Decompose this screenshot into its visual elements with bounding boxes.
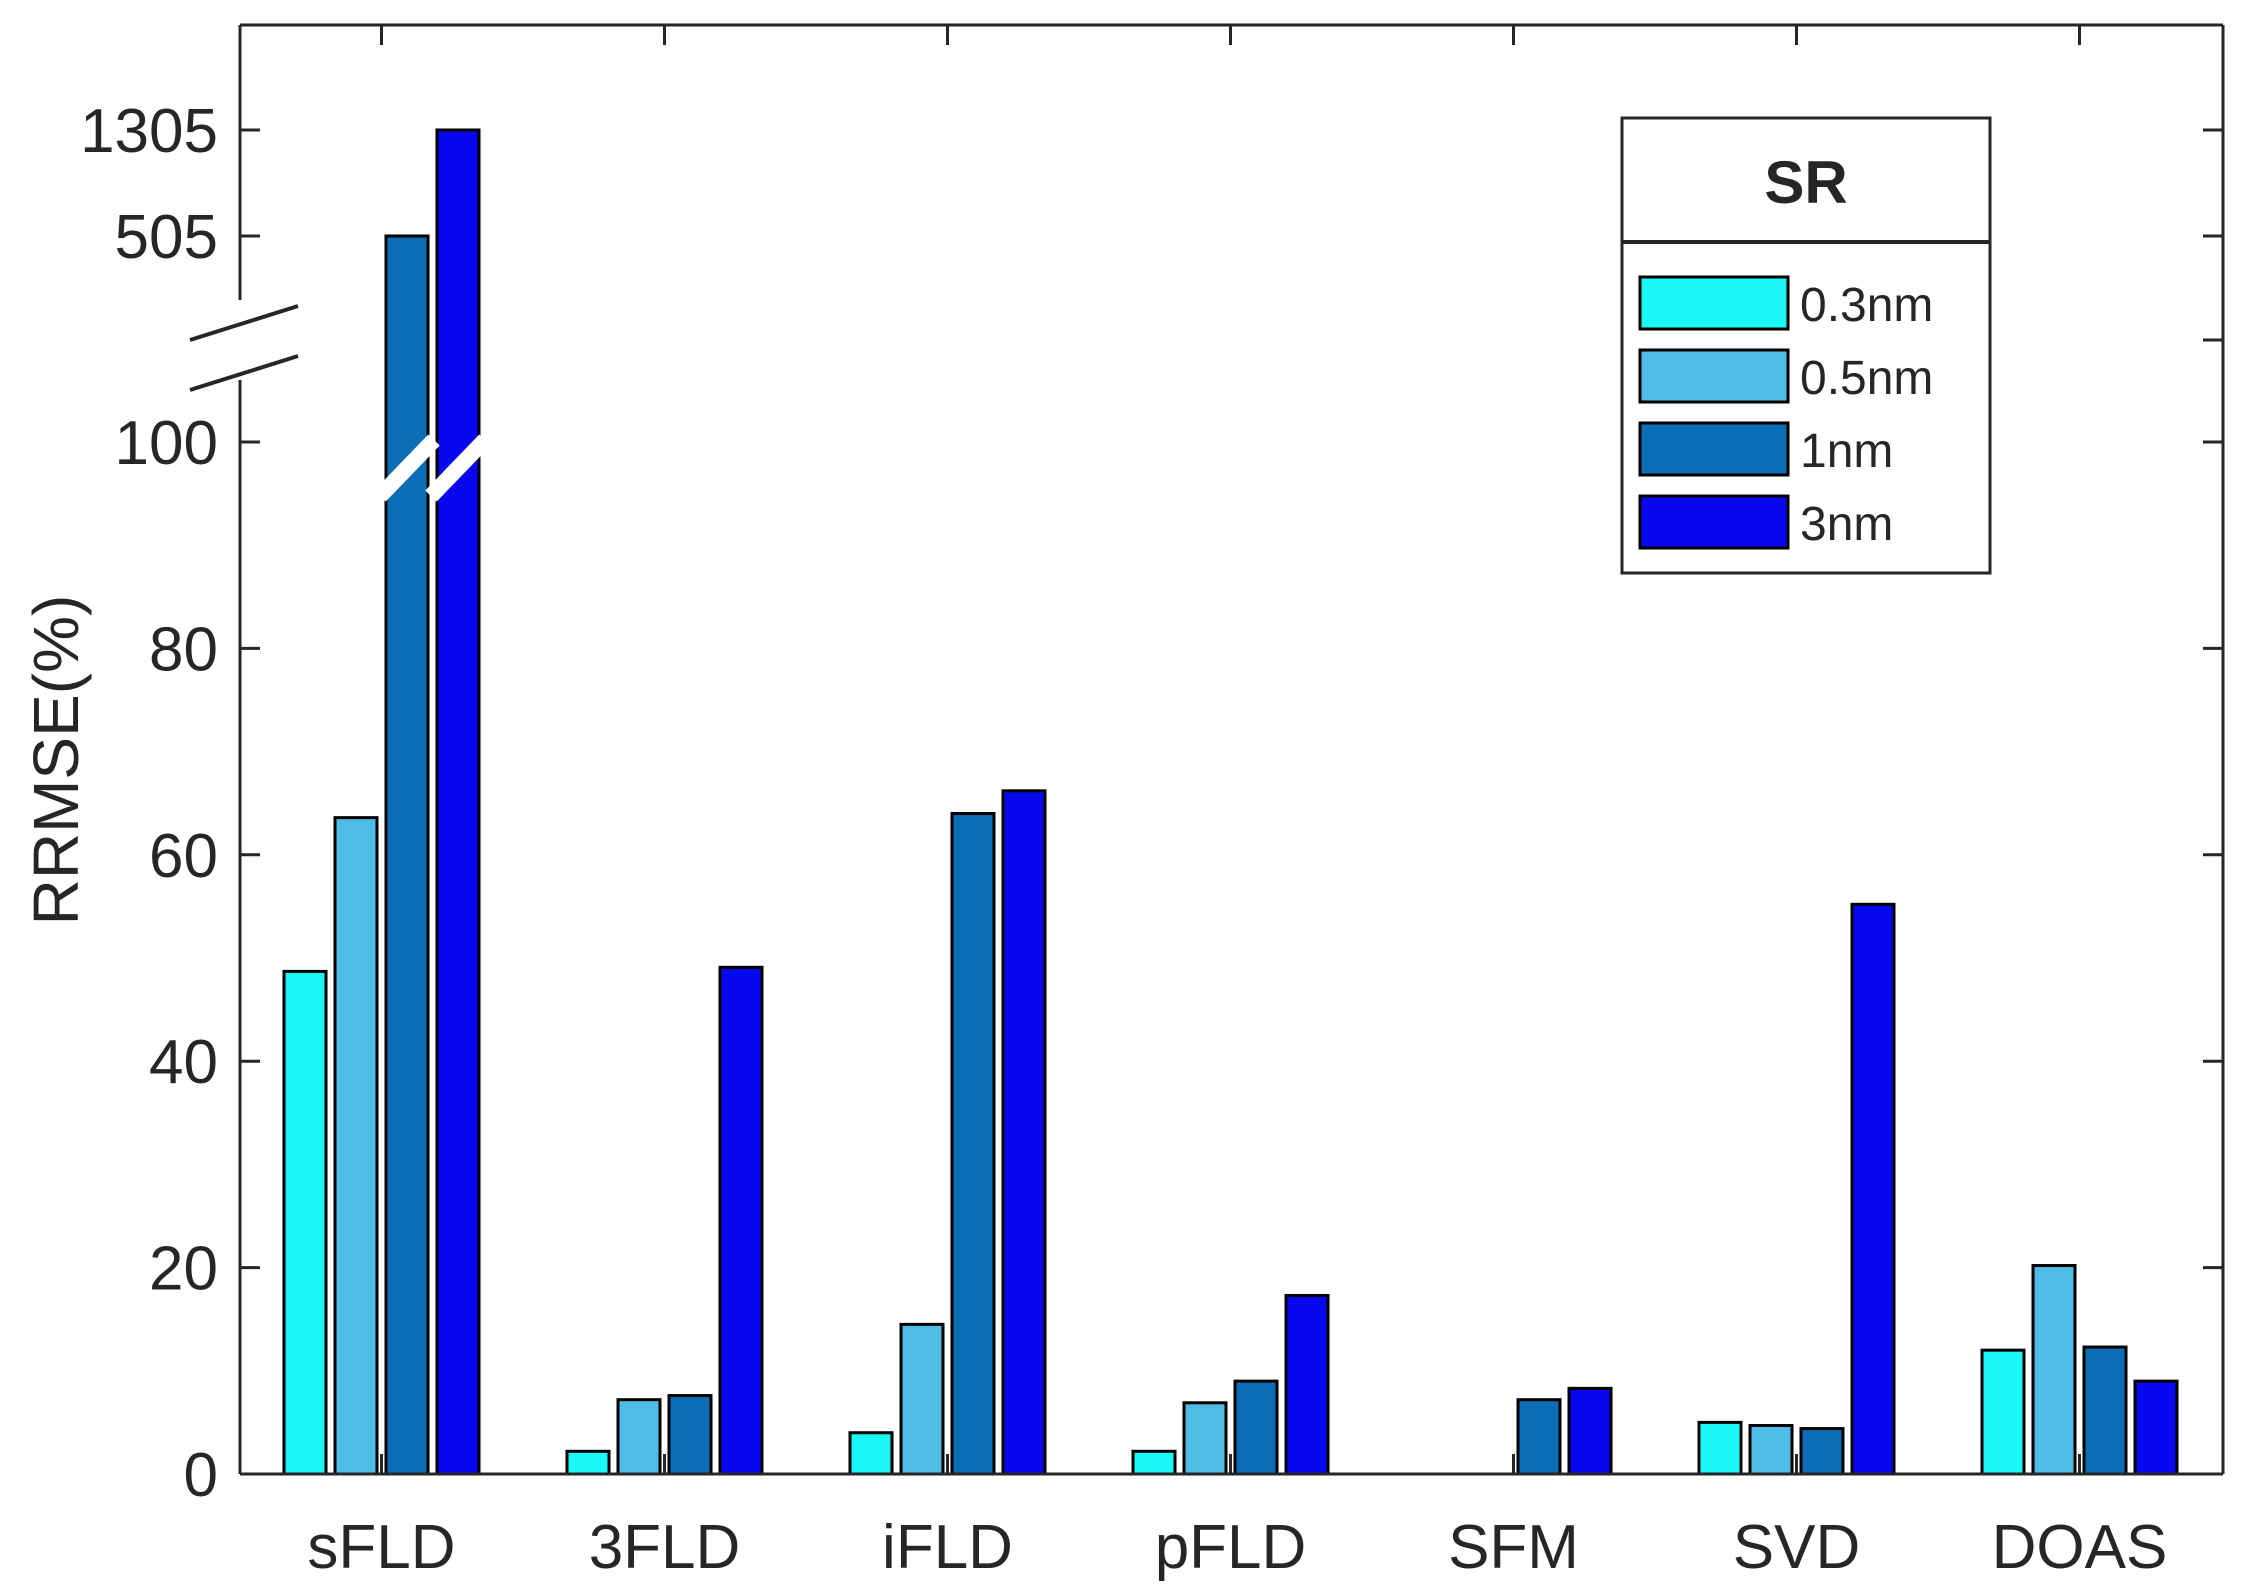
bar-SFM-3nm [1567,1386,1613,1476]
bar-DOAS-1nm [2082,1345,2128,1476]
legend-label-0.3nm: 0.3nm [1800,279,1933,332]
x-tick-label: DOAS [1992,1513,2168,1582]
bar-sFLD-1nm [384,234,430,1476]
legend: SR 0.3nm 0.5nm 1nm 3nm [1620,116,1992,575]
legend-title: SR [1764,149,1847,216]
y-tick-label: 505 [115,203,218,272]
bar-sFLD-3nm [435,128,481,1476]
bar-3FLD-1nm [667,1394,713,1476]
bar-pFLD-3nm [1284,1293,1330,1476]
bar-DOAS-3nm [2133,1379,2179,1476]
y-tick-label: 60 [149,822,218,891]
legend-swatch-0.3nm [1638,275,1790,331]
legend-swatch-1nm [1638,421,1790,477]
bar-break-mark [374,434,440,502]
bar-SVD-0.3nm [1697,1420,1743,1476]
x-tick-label: iFLD [882,1513,1013,1582]
bar-DOAS-0.5nm [2031,1264,2077,1476]
legend-label-3nm: 3nm [1800,498,1893,551]
bar-3FLD-3nm [718,965,764,1476]
y-axis-break-mark [189,354,299,392]
bar-iFLD-1nm [950,812,996,1476]
x-tick-label: pFLD [1155,1513,1307,1582]
legend-label-0.5nm: 0.5nm [1800,352,1933,405]
bar-SVD-0.5nm [1748,1423,1794,1476]
bar-iFLD-0.3nm [848,1431,894,1476]
y-tick-label: 0 [184,1441,218,1510]
bar-SVD-3nm [1850,902,1896,1476]
x-tick-label: SFM [1448,1513,1579,1582]
x-tick-label: sFLD [307,1513,455,1582]
bar-3FLD-0.5nm [616,1398,662,1476]
bar-pFLD-0.5nm [1182,1401,1228,1476]
legend-swatch-3nm [1638,494,1790,550]
bar-SFM-1nm [1516,1398,1562,1476]
y-axis-label: RRMSE(%) [20,595,92,926]
bar-sFLD-0.5nm [333,816,379,1476]
bar-break-mark [425,434,491,502]
bar-pFLD-0.3nm [1131,1449,1177,1476]
bar-pFLD-1nm [1233,1379,1279,1476]
bar-3FLD-0.3nm [565,1449,611,1476]
bar-iFLD-3nm [1001,789,1047,1476]
bar-DOAS-0.3nm [1980,1348,2026,1476]
y-tick-label: 40 [149,1028,218,1097]
y-tick-label: 100 [115,409,218,478]
y-tick-label: 80 [149,615,218,684]
x-tick-label: SVD [1733,1513,1860,1582]
x-tick-label: 3FLD [589,1513,741,1582]
bar-sFLD-0.3nm [282,969,328,1476]
bar-SVD-1nm [1799,1427,1845,1476]
y-axis-break-mark [189,304,299,342]
y-tick-label: 20 [149,1235,218,1304]
bars-group [282,128,2179,1476]
y-tick-label: 1305 [80,97,218,166]
axes-group: 0 20 40 60 80 100 505 1305 sFLD 3FLD iFLD pFLD SFM SV… [80,23,2225,1582]
legend-swatch-0.5nm [1638,348,1790,404]
bar-iFLD-0.5nm [899,1322,945,1476]
legend-label-1nm: 1nm [1800,425,1893,478]
